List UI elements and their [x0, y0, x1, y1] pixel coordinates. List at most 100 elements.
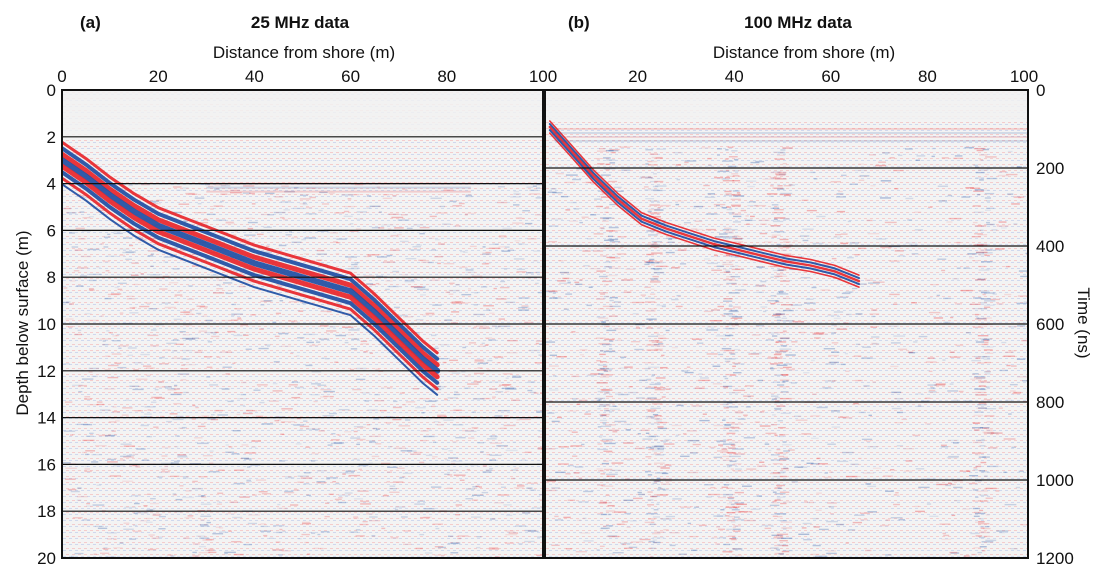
panel-a-noise-mark [372, 427, 378, 430]
panel-b-noise-mark [698, 524, 707, 527]
panel-b-noise-mark [980, 229, 984, 232]
panel-b-noise-mark [813, 332, 824, 334]
panel-b-noise-mark [810, 415, 821, 417]
panel-a-noise-mark [301, 522, 312, 525]
panel-b-noise-mark [598, 342, 610, 345]
panel-a-noise-mark [236, 272, 244, 275]
panel-b-noise-mark [820, 289, 830, 291]
panel-a-noise-mark [526, 272, 534, 274]
panel-b-noise-mark [727, 175, 734, 178]
panel-a-noise-mark [477, 362, 488, 364]
panel-b-noise-mark [725, 325, 729, 328]
panel-b-noise-mark [553, 297, 562, 299]
panel-a-noise-mark [111, 293, 122, 295]
panel-a-noise-mark [84, 470, 92, 473]
panel-a-noise-mark [261, 492, 272, 495]
panel-b-noise-mark [593, 233, 604, 235]
panel-a-noise-mark [84, 398, 92, 400]
panel-a-noise-mark [423, 516, 432, 518]
panel-a-noise-mark [334, 212, 344, 214]
panel-b-noise-mark [725, 506, 737, 508]
panel-b-noise-mark [990, 249, 1000, 251]
panel-b-noise-mark [808, 501, 815, 504]
panel-a-noise-mark [454, 391, 458, 393]
panel-b-noise-mark [782, 380, 789, 382]
panel-a-noise-mark [125, 399, 130, 401]
panel-b-noise-mark [927, 357, 935, 359]
panel-b-noise-mark [778, 534, 783, 537]
panel-b-noise-mark [773, 151, 785, 153]
panel-b-noise-mark [732, 237, 743, 240]
panel-a-noise-mark [307, 553, 311, 555]
panel-b-noise-mark [617, 236, 627, 238]
panel-a-noise-mark [536, 410, 543, 412]
panel-b-air-zone [545, 90, 1028, 120]
panel-b-noise-mark [1013, 391, 1022, 394]
panel-a-noise-mark [518, 306, 528, 309]
panel-a-noise-mark [320, 530, 330, 533]
panel-b-noise-mark [973, 244, 984, 246]
panel-a-noise-mark [280, 201, 292, 203]
panel-a-noise-mark [465, 430, 477, 433]
panel-a-noise-mark [166, 342, 177, 345]
panel-a-noise-mark [440, 554, 445, 557]
panel-b-noise-mark [856, 283, 867, 285]
panel-a-xtick-label: 20 [149, 67, 168, 86]
panel-b-noise-mark [871, 309, 878, 311]
panel-b-noise-mark [749, 201, 756, 203]
panel-b-noise-mark [774, 217, 786, 219]
panel-b-noise-mark [635, 447, 645, 450]
panel-b-noise-mark [801, 199, 809, 202]
panel-a-noise-mark [129, 385, 140, 387]
panel-b-noise-mark [777, 537, 784, 539]
panel-a-noise-mark [360, 340, 368, 343]
panel-b-noise-mark [650, 213, 660, 215]
panel-b-noise-mark [923, 477, 936, 480]
panel-b-noise-mark [722, 268, 727, 271]
panel-a-noise-mark [71, 555, 75, 558]
panel-a-noise-mark [274, 420, 280, 422]
panel-b-noise-mark [684, 371, 694, 374]
panel-b-noise-mark [773, 275, 783, 278]
panel-b-noise-mark [657, 421, 667, 424]
panel-a-noise-mark [329, 326, 336, 328]
panel-a-noise-mark [79, 211, 85, 213]
panel-b-noise-mark [905, 460, 913, 462]
panel-a-noise-mark [131, 262, 139, 264]
panel-b-noise-mark [722, 443, 735, 445]
panel-b-noise-mark [645, 163, 649, 165]
panel-b-noise-mark [855, 343, 861, 346]
panel-a-noise-mark [397, 233, 402, 236]
panel-a-noise-mark [451, 311, 460, 313]
panel-a-noise-mark [359, 523, 368, 526]
panel-b-noise-mark [795, 419, 808, 421]
panel-a-noise-mark [250, 314, 257, 316]
panel-a-noise-mark [413, 286, 426, 289]
panel-b-noise-mark [979, 159, 984, 161]
panel-a-noise-mark [479, 327, 490, 329]
panel-a-noise-mark [98, 209, 105, 212]
panel-b-noise-mark [854, 254, 860, 256]
panel-a-noise-mark [230, 189, 241, 192]
panel-b-noise-mark [884, 221, 897, 224]
panel-b-noise-mark [1020, 524, 1028, 526]
panel-b-noise-mark [782, 544, 789, 547]
panel-a-noise-mark [473, 313, 485, 316]
panel-a-noise-mark [349, 223, 354, 225]
panel-a-noise-mark [244, 452, 257, 454]
panel-b-noise-mark [983, 358, 991, 360]
panel-b-noise-mark [845, 542, 849, 544]
panel-a-noise-mark [306, 187, 317, 189]
panel-b-noise-mark [600, 425, 612, 428]
panel-b-noise-mark [713, 254, 719, 257]
panel-b-noise-mark [582, 517, 587, 520]
panel-b-noise-mark [782, 162, 787, 165]
panel-b-noise-mark [656, 232, 662, 235]
panel-a-grid [62, 136, 543, 512]
panel-b-noise-mark [780, 304, 793, 306]
panel-b-noise-mark [733, 470, 743, 472]
panel-b-noise-mark [979, 470, 985, 472]
panel-a-noise-mark [192, 543, 200, 545]
panel-b-noise-mark [613, 328, 624, 330]
panel-b-noise-mark [656, 465, 666, 468]
